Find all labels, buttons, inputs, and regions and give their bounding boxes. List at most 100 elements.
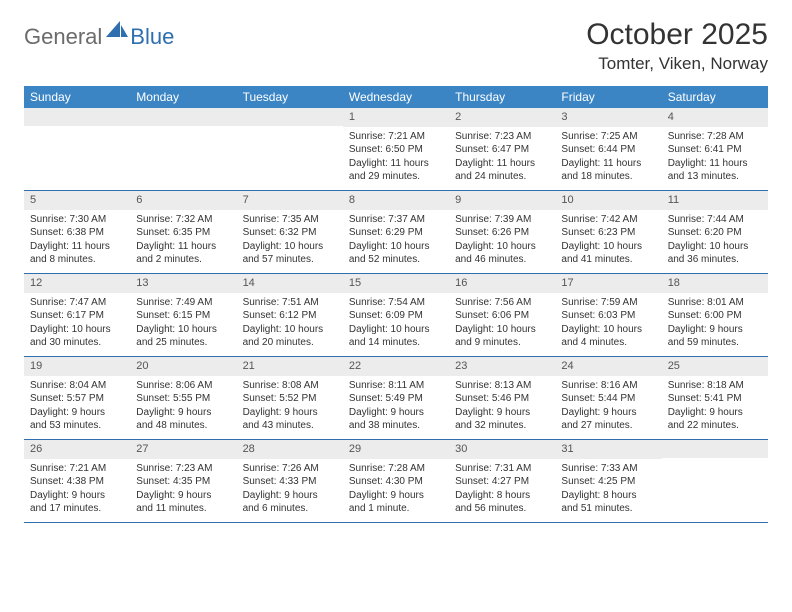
day-cell — [237, 108, 343, 190]
day-number: 7 — [237, 191, 343, 210]
day-info-line: Daylight: 9 hours and 32 minutes. — [455, 406, 549, 433]
weekday-header: Saturday — [662, 86, 768, 108]
day-body: Sunrise: 7:47 AMSunset: 6:17 PMDaylight:… — [24, 293, 130, 355]
day-number: 19 — [24, 357, 130, 376]
day-cell: 26Sunrise: 7:21 AMSunset: 4:38 PMDayligh… — [24, 440, 130, 522]
day-info-line: Sunrise: 8:11 AM — [349, 379, 443, 393]
day-info-line: Sunset: 5:44 PM — [561, 392, 655, 406]
day-cell: 21Sunrise: 8:08 AMSunset: 5:52 PMDayligh… — [237, 357, 343, 439]
day-body: Sunrise: 7:54 AMSunset: 6:09 PMDaylight:… — [343, 293, 449, 355]
day-body: Sunrise: 8:16 AMSunset: 5:44 PMDaylight:… — [555, 376, 661, 438]
day-cell: 17Sunrise: 7:59 AMSunset: 6:03 PMDayligh… — [555, 274, 661, 356]
day-info-line: Sunrise: 7:42 AM — [561, 213, 655, 227]
day-info-line: Sunrise: 7:44 AM — [668, 213, 762, 227]
day-info-line: Sunset: 6:00 PM — [668, 309, 762, 323]
day-body: Sunrise: 7:44 AMSunset: 6:20 PMDaylight:… — [662, 210, 768, 272]
day-info-line: Daylight: 9 hours and 53 minutes. — [30, 406, 124, 433]
day-info-line: Sunrise: 8:08 AM — [243, 379, 337, 393]
day-cell: 13Sunrise: 7:49 AMSunset: 6:15 PMDayligh… — [130, 274, 236, 356]
day-info-line: Daylight: 11 hours and 29 minutes. — [349, 157, 443, 184]
brand-logo: General Blue — [24, 24, 174, 50]
day-info-line: Sunrise: 7:31 AM — [455, 462, 549, 476]
day-cell: 19Sunrise: 8:04 AMSunset: 5:57 PMDayligh… — [24, 357, 130, 439]
day-cell: 30Sunrise: 7:31 AMSunset: 4:27 PMDayligh… — [449, 440, 555, 522]
day-info-line: Sunset: 6:44 PM — [561, 143, 655, 157]
day-info-line: Sunrise: 7:56 AM — [455, 296, 549, 310]
day-body: Sunrise: 8:01 AMSunset: 6:00 PMDaylight:… — [662, 293, 768, 355]
day-number: 2 — [449, 108, 555, 127]
day-info-line: Daylight: 9 hours and 11 minutes. — [136, 489, 230, 516]
day-info-line: Sunrise: 7:47 AM — [30, 296, 124, 310]
week-row: 12Sunrise: 7:47 AMSunset: 6:17 PMDayligh… — [24, 274, 768, 357]
day-info-line: Daylight: 10 hours and 20 minutes. — [243, 323, 337, 350]
day-info-line: Sunset: 6:03 PM — [561, 309, 655, 323]
day-info-line: Daylight: 11 hours and 18 minutes. — [561, 157, 655, 184]
location: Tomter, Viken, Norway — [586, 54, 768, 74]
day-info-line: Sunset: 4:35 PM — [136, 475, 230, 489]
day-cell: 31Sunrise: 7:33 AMSunset: 4:25 PMDayligh… — [555, 440, 661, 522]
day-info-line: Sunrise: 7:33 AM — [561, 462, 655, 476]
day-body: Sunrise: 7:56 AMSunset: 6:06 PMDaylight:… — [449, 293, 555, 355]
day-info-line: Sunrise: 7:25 AM — [561, 130, 655, 144]
brand-part2: Blue — [130, 24, 174, 50]
day-number: 3 — [555, 108, 661, 127]
day-number: 31 — [555, 440, 661, 459]
day-info-line: Sunrise: 8:06 AM — [136, 379, 230, 393]
day-info-line: Daylight: 8 hours and 51 minutes. — [561, 489, 655, 516]
day-info-line: Daylight: 10 hours and 9 minutes. — [455, 323, 549, 350]
day-info-line: Sunset: 4:30 PM — [349, 475, 443, 489]
day-info-line: Daylight: 9 hours and 17 minutes. — [30, 489, 124, 516]
day-info-line: Sunrise: 7:26 AM — [243, 462, 337, 476]
day-cell: 24Sunrise: 8:16 AMSunset: 5:44 PMDayligh… — [555, 357, 661, 439]
day-number: 15 — [343, 274, 449, 293]
weekday-header: Sunday — [24, 86, 130, 108]
month-title: October 2025 — [586, 18, 768, 52]
day-info-line: Sunset: 6:09 PM — [349, 309, 443, 323]
day-info-line: Sunset: 5:46 PM — [455, 392, 549, 406]
day-info-line: Sunset: 6:26 PM — [455, 226, 549, 240]
day-info-line: Sunrise: 7:35 AM — [243, 213, 337, 227]
weekday-header: Wednesday — [343, 86, 449, 108]
day-info-line: Daylight: 11 hours and 2 minutes. — [136, 240, 230, 267]
day-info-line: Sunrise: 7:23 AM — [136, 462, 230, 476]
day-number: 12 — [24, 274, 130, 293]
day-body: Sunrise: 8:11 AMSunset: 5:49 PMDaylight:… — [343, 376, 449, 438]
day-info-line: Sunset: 4:27 PM — [455, 475, 549, 489]
day-number: 9 — [449, 191, 555, 210]
day-number: 26 — [24, 440, 130, 459]
day-number: 13 — [130, 274, 236, 293]
day-number: 21 — [237, 357, 343, 376]
day-cell: 8Sunrise: 7:37 AMSunset: 6:29 PMDaylight… — [343, 191, 449, 273]
day-cell: 14Sunrise: 7:51 AMSunset: 6:12 PMDayligh… — [237, 274, 343, 356]
day-info-line: Daylight: 9 hours and 22 minutes. — [668, 406, 762, 433]
day-number: 14 — [237, 274, 343, 293]
day-info-line: Sunset: 6:17 PM — [30, 309, 124, 323]
week-row: 19Sunrise: 8:04 AMSunset: 5:57 PMDayligh… — [24, 357, 768, 440]
day-info-line: Daylight: 10 hours and 4 minutes. — [561, 323, 655, 350]
day-info-line: Daylight: 9 hours and 59 minutes. — [668, 323, 762, 350]
day-cell: 12Sunrise: 7:47 AMSunset: 6:17 PMDayligh… — [24, 274, 130, 356]
day-cell: 15Sunrise: 7:54 AMSunset: 6:09 PMDayligh… — [343, 274, 449, 356]
day-info-line: Sunset: 6:29 PM — [349, 226, 443, 240]
day-info-line: Daylight: 11 hours and 24 minutes. — [455, 157, 549, 184]
day-cell: 18Sunrise: 8:01 AMSunset: 6:00 PMDayligh… — [662, 274, 768, 356]
brand-part1: General — [24, 24, 102, 50]
day-number: 24 — [555, 357, 661, 376]
day-info-line: Sunrise: 7:23 AM — [455, 130, 549, 144]
day-info-line: Sunset: 6:35 PM — [136, 226, 230, 240]
day-info-line: Sunrise: 7:54 AM — [349, 296, 443, 310]
day-body: Sunrise: 8:06 AMSunset: 5:55 PMDaylight:… — [130, 376, 236, 438]
day-info-line: Sunset: 6:15 PM — [136, 309, 230, 323]
day-info-line: Sunset: 6:50 PM — [349, 143, 443, 157]
calendar-page: General Blue October 2025 Tomter, Viken,… — [0, 0, 792, 541]
day-info-line: Sunset: 5:52 PM — [243, 392, 337, 406]
day-info-line: Sunset: 4:33 PM — [243, 475, 337, 489]
day-number: 22 — [343, 357, 449, 376]
weekday-header: Monday — [130, 86, 236, 108]
day-cell: 10Sunrise: 7:42 AMSunset: 6:23 PMDayligh… — [555, 191, 661, 273]
day-body: Sunrise: 7:31 AMSunset: 4:27 PMDaylight:… — [449, 459, 555, 521]
day-number: 25 — [662, 357, 768, 376]
day-info-line: Daylight: 10 hours and 52 minutes. — [349, 240, 443, 267]
day-number: 1 — [343, 108, 449, 127]
day-body: Sunrise: 7:23 AMSunset: 4:35 PMDaylight:… — [130, 459, 236, 521]
